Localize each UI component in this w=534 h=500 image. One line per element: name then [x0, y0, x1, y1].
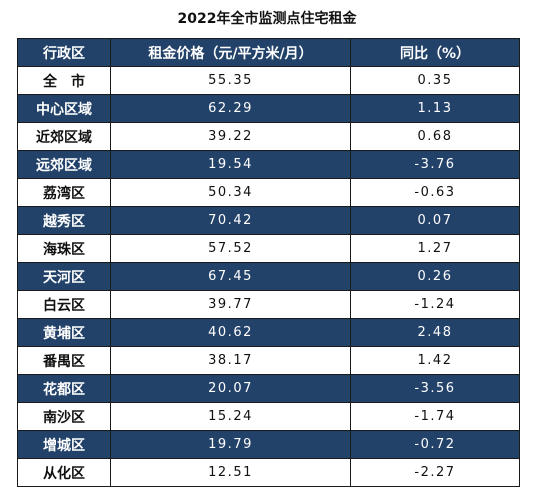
yoy-cell: -3.56 [350, 374, 520, 403]
table-row: 荔湾区 50.34 -0.63 [17, 178, 520, 207]
rent-table: 行政区 租金价格（元/平方米/月） 同比（%） 全 市 55.35 0.35 中心区域 62… [17, 38, 520, 487]
yoy-cell: -0.63 [350, 178, 520, 207]
district-cell: 番禺区 [17, 346, 111, 375]
table-row: 花都区 20.07 -3.56 [17, 374, 520, 403]
table-row: 全 市 55.35 0.35 [17, 66, 520, 95]
table-row: 番禺区 38.17 1.42 [17, 346, 520, 375]
rent-cell: 39.22 [110, 122, 351, 151]
rent-cell: 40.62 [110, 318, 351, 347]
header-cell: 租金价格（元/平方米/月） [110, 38, 351, 67]
district-cell: 花都区 [17, 374, 111, 403]
yoy-cell: 0.07 [350, 206, 520, 235]
table-body: 全 市 55.35 0.35 中心区域 62.29 1.13 近郊区域 39.22 0.68 远郊… [17, 66, 520, 487]
rent-cell: 39.77 [110, 290, 351, 319]
rent-cell: 12.51 [110, 458, 351, 487]
yoy-cell: 1.13 [350, 94, 520, 123]
table-row: 海珠区 57.52 1.27 [17, 234, 520, 263]
district-cell: 近郊区域 [17, 122, 111, 151]
district-cell: 天河区 [17, 262, 111, 291]
yoy-cell: 1.27 [350, 234, 520, 263]
rent-cell: 62.29 [110, 94, 351, 123]
yoy-cell: -0.72 [350, 430, 520, 459]
rent-cell: 19.54 [110, 150, 351, 179]
yoy-cell: -1.24 [350, 290, 520, 319]
table-title: 2022年全市监测点住宅租金 [177, 11, 357, 27]
table-row: 增城区 19.79 -0.72 [17, 430, 520, 459]
rent-cell: 38.17 [110, 346, 351, 375]
yoy-cell: 2.48 [350, 318, 520, 347]
district-cell: 全 市 [17, 66, 111, 95]
yoy-cell: -3.76 [350, 150, 520, 179]
yoy-cell: 1.42 [350, 346, 520, 375]
table-row: 越秀区 70.42 0.07 [17, 206, 520, 235]
district-cell: 黄埔区 [17, 318, 111, 347]
table-row: 远郊区域 19.54 -3.76 [17, 150, 520, 179]
header-cell: 同比（%） [350, 38, 520, 67]
header-row: 行政区 租金价格（元/平方米/月） 同比（%） [17, 38, 520, 67]
rent-cell: 50.34 [110, 178, 351, 207]
district-cell: 南沙区 [17, 402, 111, 431]
header-cell: 行政区 [17, 38, 111, 67]
yoy-cell: -2.27 [350, 458, 520, 487]
table-row: 天河区 67.45 0.26 [17, 262, 520, 291]
rent-cell: 55.35 [110, 66, 351, 95]
district-cell: 白云区 [17, 290, 111, 319]
district-cell: 越秀区 [17, 206, 111, 235]
table-row: 中心区域 62.29 1.13 [17, 94, 520, 123]
district-cell: 增城区 [17, 430, 111, 459]
yoy-cell: 0.68 [350, 122, 520, 151]
rent-cell: 67.45 [110, 262, 351, 291]
yoy-cell: 0.35 [350, 66, 520, 95]
table-row: 黄埔区 40.62 2.48 [17, 318, 520, 347]
rent-cell: 20.07 [110, 374, 351, 403]
district-cell: 从化区 [17, 458, 111, 487]
rent-cell: 15.24 [110, 402, 351, 431]
yoy-cell: 0.26 [350, 262, 520, 291]
table-row: 南沙区 15.24 -1.74 [17, 402, 520, 431]
table-row: 从化区 12.51 -2.27 [17, 458, 520, 487]
district-cell: 荔湾区 [17, 178, 111, 207]
district-cell: 远郊区域 [17, 150, 111, 179]
rent-cell: 57.52 [110, 234, 351, 263]
rent-cell: 70.42 [110, 206, 351, 235]
district-cell: 海珠区 [17, 234, 111, 263]
yoy-cell: -1.74 [350, 402, 520, 431]
district-cell: 中心区域 [17, 94, 111, 123]
table-row: 近郊区域 39.22 0.68 [17, 122, 520, 151]
table-row: 白云区 39.77 -1.24 [17, 290, 520, 319]
rent-cell: 19.79 [110, 430, 351, 459]
